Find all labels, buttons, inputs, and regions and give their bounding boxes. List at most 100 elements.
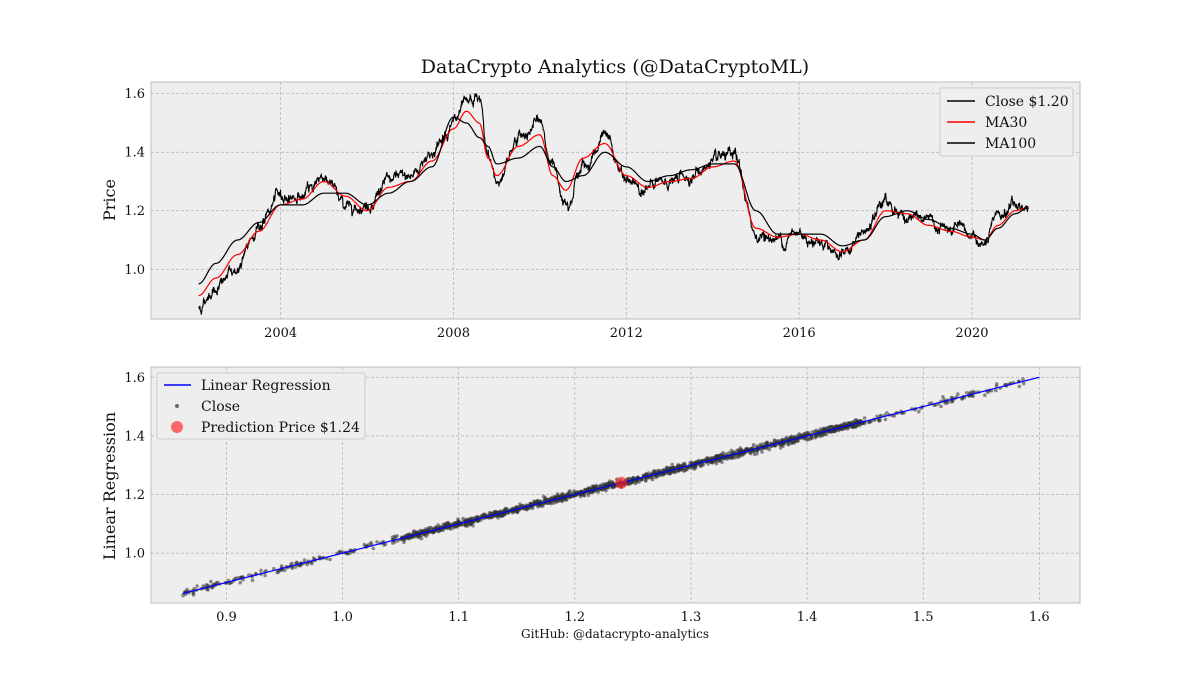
scatter-point (375, 540, 379, 544)
price-xtick-label: 2004 (264, 326, 297, 341)
scatter-point (238, 580, 242, 585)
price-xtick-label: 2020 (955, 326, 988, 341)
scatter-point (311, 556, 316, 560)
scatter-point (1021, 381, 1026, 386)
regression-xtick-label: 1.0 (332, 610, 353, 625)
scatter-point (772, 439, 777, 443)
scatter-point (259, 568, 263, 573)
scatter-point (435, 525, 439, 530)
scatter-point (760, 450, 764, 454)
price-xtick-label: 2016 (783, 326, 816, 341)
scatter-point (885, 411, 889, 415)
scatter-point (1021, 377, 1025, 382)
scatter-point (429, 526, 433, 530)
scatter-point (862, 416, 867, 420)
scatter-point (677, 468, 681, 473)
regression-ytick-label: 1.2 (124, 488, 145, 503)
scatter-point (560, 493, 564, 498)
scatter-point (549, 496, 554, 501)
scatter-point (209, 579, 213, 584)
scatter-point (941, 395, 945, 399)
scatter-point (371, 546, 376, 551)
scatter-point (792, 440, 796, 444)
legend-label-close: Close (201, 399, 240, 415)
scatter-point (983, 393, 987, 398)
price-legend-box (939, 87, 1074, 157)
scatter-point (650, 477, 655, 482)
regression-xtick-label: 0.9 (216, 610, 237, 625)
scatter-point (755, 451, 759, 456)
scatter-point (644, 479, 648, 483)
scatter-point (276, 570, 281, 574)
scatter-point (809, 435, 814, 439)
scatter-point (834, 424, 839, 428)
scatter-point (806, 430, 811, 435)
scatter-point (839, 423, 843, 428)
regression-xtick-label: 1.5 (913, 610, 934, 625)
price-gridlines (151, 82, 1080, 319)
scatter-point (643, 473, 647, 477)
scatter-point (600, 482, 605, 487)
scatter-point (916, 409, 921, 414)
scatter-point (720, 460, 724, 465)
scatter-point (858, 419, 862, 423)
scatter-point (637, 480, 641, 484)
regression-legend: Linear Regression Close Prediction Price $… (156, 372, 366, 440)
scatter-point (562, 497, 567, 502)
scatter-point (785, 442, 790, 446)
legend-label: MA100 (985, 136, 1036, 152)
legend-swatch-close (175, 404, 179, 408)
price-xtick-label: 2012 (610, 326, 643, 341)
scatter-point (191, 591, 195, 596)
regression-panel: 0.9 1.0 1.1 1.2 1.3 1.4 1.5 1.6 1.0 1.2 1.4 1.6 Lin… (100, 366, 1081, 625)
scatter-point (454, 524, 459, 529)
scatter-point (293, 565, 298, 569)
scatter-point (282, 568, 287, 573)
scatter-point (294, 560, 299, 565)
scatter-point (711, 461, 715, 465)
scatter-point (264, 568, 268, 573)
prediction-point-group (615, 476, 628, 489)
figure-footer: GitHub: @datacrypto-analytics (521, 627, 709, 641)
scatter-point (723, 456, 727, 461)
scatter-point (1017, 384, 1022, 389)
price-tick-labels: 2004 2008 2012 2016 2020 1.0 1.2 1.4 1.6 (124, 87, 988, 341)
scatter-point (714, 461, 719, 466)
legend-swatch-prediction (171, 421, 183, 433)
scatter-point (883, 417, 888, 422)
regression-xtick-label: 1.1 (448, 610, 469, 625)
regression-ylabel: Linear Regression (100, 412, 119, 560)
prediction-point (615, 476, 628, 489)
price-ytick-label: 1.2 (124, 204, 145, 219)
scatter-point (250, 578, 255, 582)
scatter-point (234, 576, 238, 580)
scatter-point (877, 419, 881, 423)
scatter-point (537, 503, 541, 508)
scatter-point (302, 558, 307, 562)
scatter-point (611, 484, 615, 489)
scatter-point (698, 463, 702, 467)
scatter-point (847, 421, 852, 425)
regression-legend-box (156, 372, 366, 440)
scatter-point (627, 476, 632, 481)
scatter-point (535, 498, 540, 503)
scatter-point (660, 468, 665, 473)
scatter-point (263, 573, 267, 578)
legend-label-regression: Linear Regression (201, 378, 331, 394)
scatter-point (247, 573, 251, 577)
figure-title: DataCrypto Analytics (@DataCryptoML) (421, 56, 809, 78)
scatter-point (214, 581, 219, 585)
scatter-point (736, 455, 740, 460)
price-ylabel: Price (100, 179, 119, 221)
scatter-point (795, 434, 800, 438)
scatter-point (813, 435, 817, 440)
scatter-point (683, 468, 688, 473)
legend-label-prediction: Prediction Price $1.24 (201, 420, 360, 436)
price-series-lines (198, 93, 1029, 315)
scatter-point (814, 428, 818, 433)
scatter-point (939, 404, 943, 409)
price-panel-background (151, 82, 1080, 319)
scatter-point (845, 426, 850, 431)
